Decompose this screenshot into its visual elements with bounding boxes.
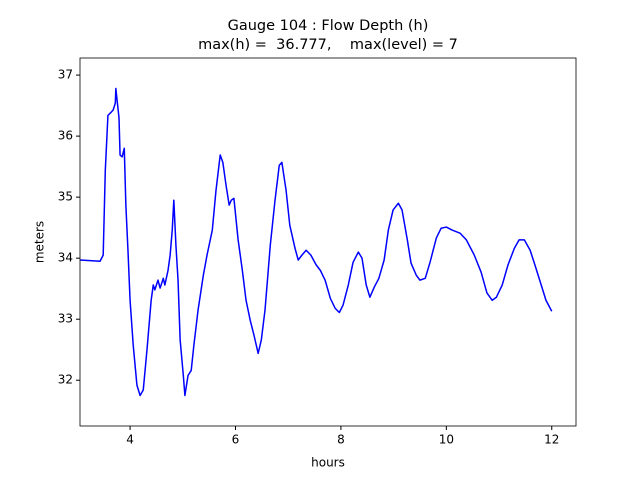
x-tick-label: 6: [232, 433, 240, 447]
y-tick-label: 33: [58, 312, 73, 326]
chart-title: Gauge 104 : Flow Depth (h): [228, 18, 429, 34]
x-tick-label: 4: [126, 433, 134, 447]
x-tick-label: 10: [439, 433, 454, 447]
y-tick-label: 37: [58, 68, 73, 82]
y-tick-label: 34: [58, 251, 73, 265]
x-tick-label: 8: [337, 433, 345, 447]
chart-subtitle: max(h) = 36.777, max(level) = 7: [198, 37, 458, 53]
y-axis-label: meters: [33, 221, 47, 263]
x-axis-label: hours: [311, 456, 345, 470]
data-line: [80, 87, 553, 397]
y-tick-label: 32: [58, 373, 73, 387]
y-tick-label: 36: [58, 129, 73, 143]
x-tick-label: 12: [544, 433, 559, 447]
y-tick-label: 35: [58, 190, 73, 204]
plot-frame: [79, 57, 577, 427]
